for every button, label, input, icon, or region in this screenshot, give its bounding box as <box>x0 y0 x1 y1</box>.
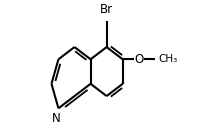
Text: Br: Br <box>100 3 113 16</box>
Text: O: O <box>134 53 143 66</box>
Text: N: N <box>52 112 61 125</box>
Text: CH₃: CH₃ <box>158 54 178 64</box>
